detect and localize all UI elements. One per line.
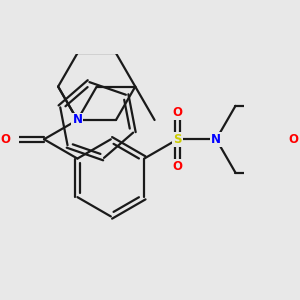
Text: O: O: [172, 160, 183, 173]
Text: O: O: [0, 133, 11, 146]
Text: S: S: [173, 133, 182, 146]
Text: N: N: [72, 113, 82, 127]
Text: N: N: [211, 133, 221, 146]
Text: O: O: [288, 133, 298, 146]
Text: O: O: [172, 106, 183, 119]
